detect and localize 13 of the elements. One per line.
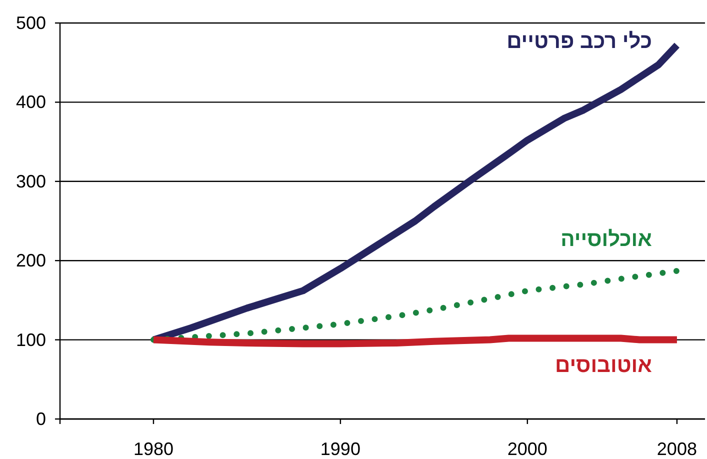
series-label: כלי רכב פרטיים <box>506 30 652 54</box>
y-tick-label: 0 <box>36 409 46 429</box>
series-label: אוטובוסים <box>555 354 652 377</box>
x-tick-label: 2000 <box>507 439 548 459</box>
y-tick-label: 100 <box>16 330 46 350</box>
x-tick-label: 1980 <box>133 439 174 459</box>
x-tick-label: 1990 <box>320 439 360 459</box>
x-tick-label: 2008 <box>656 439 697 459</box>
y-tick-label: 200 <box>16 250 46 271</box>
series-label: אוכלוסייה <box>560 228 652 251</box>
y-tick-label: 400 <box>16 92 46 112</box>
y-tick-label: 300 <box>16 171 46 192</box>
y-tick-label: 500 <box>16 13 46 33</box>
